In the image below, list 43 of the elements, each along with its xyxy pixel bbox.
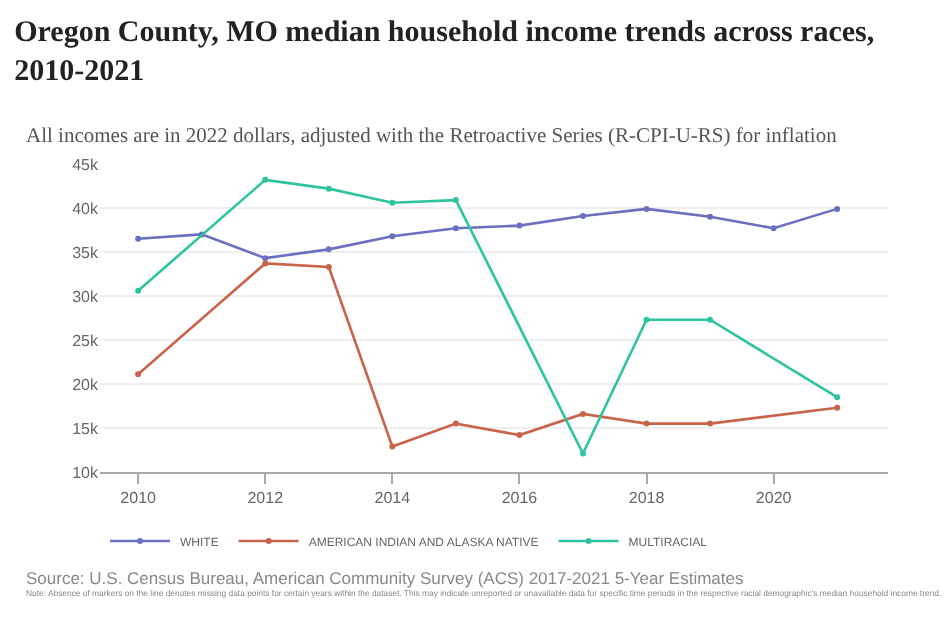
point xyxy=(389,443,396,450)
point xyxy=(516,222,523,229)
point xyxy=(135,235,142,242)
point xyxy=(579,450,586,457)
point xyxy=(452,420,459,427)
chart-title: Oregon County, MO median household income trends across races, 2010-2021 xyxy=(14,17,875,89)
point xyxy=(389,233,396,240)
point xyxy=(452,225,459,232)
point xyxy=(643,316,650,323)
point xyxy=(834,205,841,212)
point xyxy=(707,420,714,427)
y-tick-label: 10k xyxy=(72,463,100,482)
y-tick-label: 45k xyxy=(72,155,100,174)
point xyxy=(707,213,714,220)
y-tick-label: 40k xyxy=(72,199,100,218)
point xyxy=(389,199,396,206)
x-tick-label: 2012 xyxy=(247,489,285,508)
point xyxy=(262,176,269,183)
y-tick-label: 30k xyxy=(72,287,100,306)
point xyxy=(135,371,142,378)
point xyxy=(262,260,269,267)
chart-subtitle: All incomes are in 2022 dollars, adjusted with the Retroactive Series (R-CPI-U-RS) for inflation xyxy=(26,126,839,148)
point xyxy=(325,185,332,192)
point xyxy=(834,394,841,401)
point xyxy=(135,287,142,294)
y-tick-label: 20k xyxy=(72,375,100,394)
y-tick-label: 15k xyxy=(72,419,100,438)
line-series xyxy=(135,176,841,457)
point xyxy=(516,432,523,439)
x-tick-label: 2014 xyxy=(374,489,412,508)
source-note: Source: U.S. Census Bureau, American Community Survey (ACS) 2017-2021 5-Year Estimates xyxy=(26,568,744,588)
point xyxy=(707,316,714,323)
point xyxy=(643,420,650,427)
x-tick-label: 2020 xyxy=(755,489,793,508)
point xyxy=(325,246,332,253)
y-tick-label: 35k xyxy=(72,243,100,262)
point xyxy=(770,225,777,232)
x-tick-label: 2016 xyxy=(501,489,539,508)
x-tick-label: 2018 xyxy=(628,489,666,508)
point xyxy=(834,404,841,411)
point xyxy=(643,205,650,212)
x-tick-label: 2010 xyxy=(120,489,158,508)
y-tick-label: 25k xyxy=(72,331,100,350)
